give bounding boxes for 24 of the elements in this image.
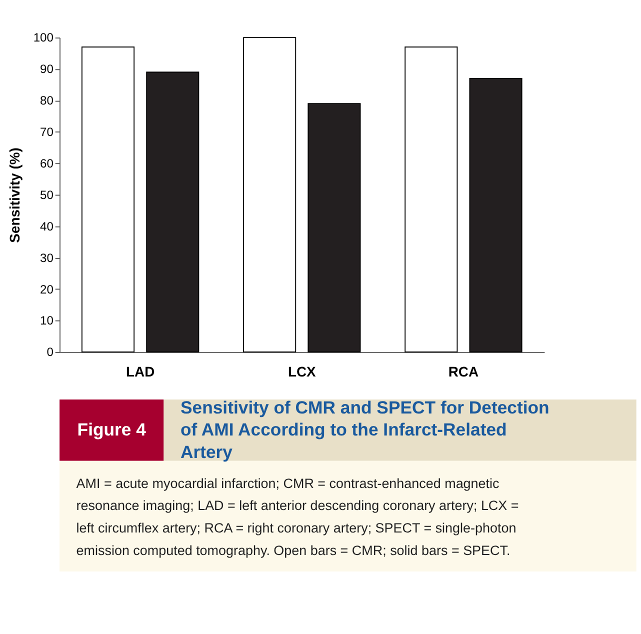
caption: Figure 4: [77, 420, 146, 440]
y-tick-label: 50: [40, 188, 54, 202]
bar: [243, 37, 296, 352]
bar: [81, 46, 135, 352]
y-tick-label: 10: [40, 314, 54, 328]
y-tick-label: 70: [40, 125, 54, 140]
y-tick-label: 80: [40, 94, 54, 108]
text: Sensitivity of CMR and SPECT for Detection of AMI According to the Infarct-Related Artery: [180, 397, 550, 462]
bar: [404, 46, 458, 352]
y-tick-label: 100: [33, 30, 54, 45]
y-tick-label: 60: [40, 156, 54, 171]
y-tick-label: 0: [46, 345, 54, 360]
y-tick-label: 40: [40, 219, 54, 234]
bar: [308, 103, 361, 352]
x-tick-label: LAD: [126, 364, 155, 380]
bar: [469, 78, 522, 352]
x-tick-label: LCX: [288, 364, 317, 380]
y-axis-title: Sensitivity (%): [6, 148, 22, 243]
y-tick-label: 30: [40, 250, 54, 265]
text: AMI = acute myocardial infarction; CMR = contrast-enhanced magnetic resonance imaging; LAD = left anterior descending coronary artery; LCX = left circumflex artery; RCA = right coronary artery; SPECT = single-photon emission computed tomography. Open bars = CMR; solid bars = SPECT.: [76, 476, 519, 558]
y-tick-label: 90: [40, 62, 54, 76]
x-tick-label: RCA: [448, 364, 479, 380]
bar: [146, 72, 200, 352]
y-tick-label: 20: [40, 282, 54, 296]
